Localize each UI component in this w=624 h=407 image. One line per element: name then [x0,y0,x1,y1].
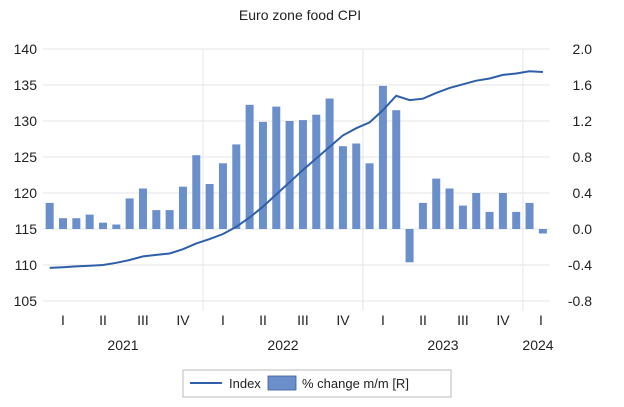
bar-2022-04 [245,104,254,229]
bar-2021-02 [58,218,67,229]
right-tick-label: 0.4 [573,185,593,201]
year-label: 2021 [107,337,138,353]
bar-2023-03 [392,110,401,229]
bar-2021-06 [112,224,121,229]
bar-2024-02 [538,229,547,234]
bar-2023-11 [498,193,507,229]
year-label: 2023 [427,337,458,353]
bar-2021-05 [98,222,107,229]
quarter-label: I [221,312,225,328]
right-tick-label: 0.0 [573,221,593,237]
bar-2023-08 [458,205,467,229]
index-line [49,70,543,269]
bar-2023-12 [512,211,521,229]
right-tick-label: 1.2 [573,113,593,129]
left-tick-label: 115 [15,221,38,237]
bar-2021-10 [165,210,174,229]
bar-2023-04 [405,229,414,263]
legend-label-index: Index [229,376,261,391]
bar-2022-11 [338,146,347,229]
left-tick-label: 120 [14,185,38,201]
left-tick-label: 125 [14,149,38,165]
bar-2022-03 [232,144,241,229]
quarter-label: II [419,312,427,328]
quarter-label: II [99,312,107,328]
bar-2022-06 [272,106,281,229]
quarter-label: III [297,312,309,328]
bar-2022-08 [298,120,307,229]
bar-2023-10 [485,211,494,229]
left-tick-label: 140 [14,41,38,57]
right-tick-label: -0.4 [568,257,592,273]
legend: Index % change m/m [R] [182,369,452,398]
right-tick-label: 2.0 [573,41,593,57]
quarter-label: IV [336,312,350,328]
quarter-label: I [61,312,65,328]
quarter-label: III [457,312,469,328]
bar-2023-07 [445,188,454,229]
bar-2022-10 [325,98,334,229]
bar-2021-03 [72,218,81,229]
right-axis: -0.8 -0.4 0.0 0.4 0.8 1.2 1.6 2.0 [568,41,592,309]
bar-2022-01 [205,184,214,229]
bar-2022-07 [285,121,294,229]
bar-2022-09 [312,114,321,229]
bar-2023-09 [472,193,481,229]
bar-2021-12 [192,155,201,229]
quarter-label: I [539,312,543,328]
bar-2021-09 [152,210,161,229]
quarter-label: II [259,312,267,328]
quarter-label: III [137,312,149,328]
year-label: 2022 [267,337,298,353]
legend-bar-swatch [267,375,297,391]
bar-2021-08 [138,188,147,229]
legend-label-change: % change m/m [R] [302,376,409,391]
bar-series [45,85,547,263]
bar-2023-01 [365,163,374,229]
left-tick-label: 135 [14,77,38,93]
right-tick-label: 0.8 [573,149,593,165]
right-tick-label: 1.6 [573,77,593,93]
bar-2021-07 [125,198,134,229]
left-tick-label: 110 [15,257,38,273]
chart-title: Euro zone food CPI [239,7,361,23]
quarter-label: IV [176,312,190,328]
bar-2021-01 [45,202,54,229]
quarter-label: IV [496,312,510,328]
gridlines [43,48,550,311]
right-tick-label: -0.8 [568,293,592,309]
bar-2024-01 [525,202,534,229]
left-tick-label: 105 [14,293,38,309]
left-axis: 105 110 115 120 125 130 135 140 [14,41,38,309]
bar-2021-04 [85,214,94,229]
bar-2023-02 [378,85,387,230]
bar-2022-12 [352,143,361,229]
bar-2022-02 [218,163,227,229]
bar-2022-05 [258,121,267,229]
bar-2021-11 [178,186,187,229]
bar-2023-05 [418,202,427,229]
quarter-label: I [381,312,385,328]
bar-2023-06 [432,178,441,229]
left-tick-label: 130 [14,113,38,129]
year-label: 2024 [522,337,553,353]
